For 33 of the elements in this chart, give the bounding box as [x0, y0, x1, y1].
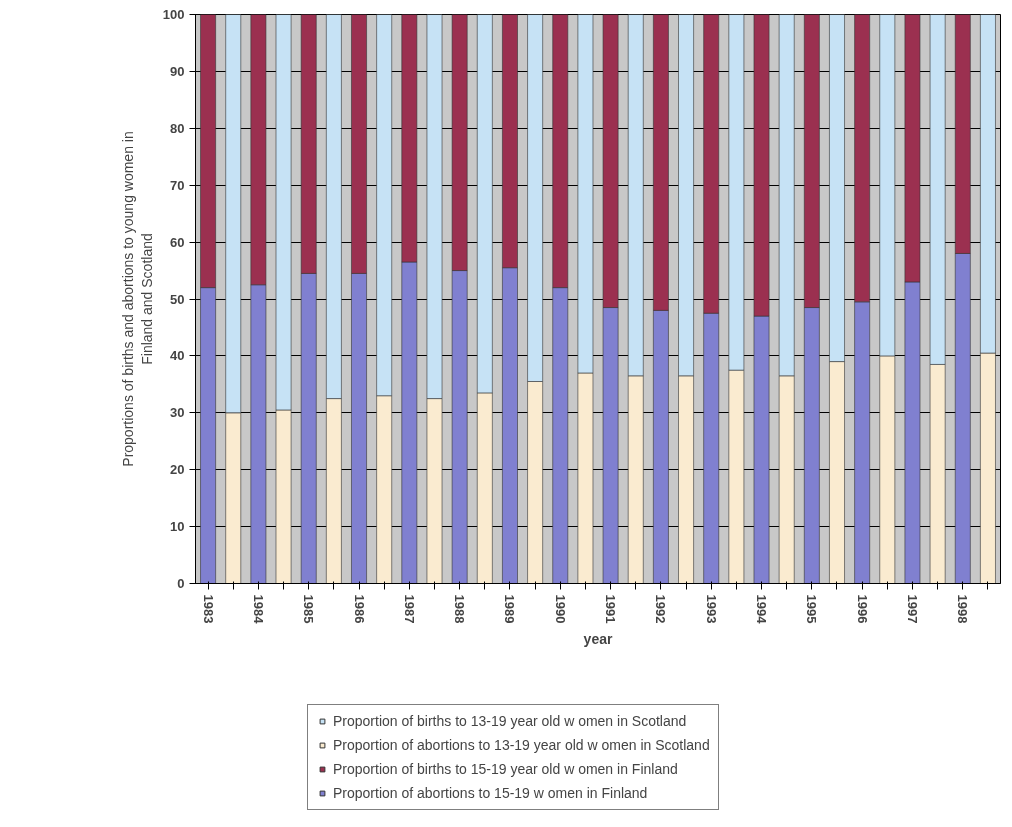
legend-label: Proportion of births to 13-19 year old w omen in Scotland [333, 713, 687, 729]
legend-label: Proportion of births to 15-19 year old w omen in Finland [333, 761, 678, 777]
x-axis-title: year [583, 631, 613, 648]
x-tick-label: 1990 [552, 594, 568, 624]
y-tick-label: 20 [170, 462, 185, 478]
y-tick-label: 70 [170, 177, 185, 193]
y-tick-label: 60 [170, 234, 185, 250]
y-tick-label: 90 [170, 63, 185, 79]
y-tick-label: 10 [170, 519, 185, 535]
x-tick-label: 1994 [754, 594, 770, 625]
x-tick-label: 1993 [703, 594, 719, 624]
y-tick-label: 50 [170, 291, 185, 307]
x-tick-label: 1984 [250, 594, 266, 625]
y-tick-label: 100 [162, 7, 185, 22]
y-tick-label: 0 [177, 576, 185, 591]
x-tick-label: 1995 [804, 594, 820, 624]
y-tick-label: 30 [170, 405, 185, 421]
x-tick-label: 1992 [653, 594, 669, 624]
x-tick-label: 1983 [200, 594, 216, 624]
x-tick-label: 1986 [351, 594, 367, 624]
x-tick-label: 1987 [401, 594, 417, 624]
y-tick-label: 40 [170, 348, 185, 364]
y-axis-title: Proportions of births and abortions to young women in Finland and Scotland [119, 131, 155, 467]
x-tick-label: 1997 [904, 594, 920, 624]
legend-label: Proportion of abortions to 13-19 year old w omen in Scotland [333, 737, 710, 753]
y-tick-label: 80 [170, 120, 185, 136]
x-tick-label: 1998 [955, 594, 971, 624]
legend-label: Proportion of abortions to 15-19 w omen in Finland [333, 785, 648, 801]
x-tick-label: 1996 [854, 594, 870, 624]
x-tick-label: 1991 [603, 594, 619, 624]
x-tick-label: 1988 [452, 594, 468, 624]
x-tick-label: 1989 [502, 594, 518, 624]
x-tick-label: 1985 [301, 594, 317, 624]
